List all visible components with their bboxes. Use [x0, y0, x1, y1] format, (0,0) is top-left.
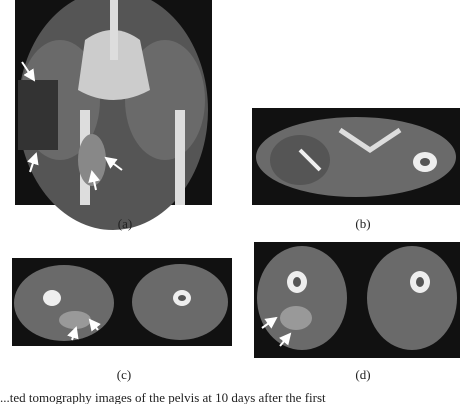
panel-b-image — [252, 108, 460, 205]
panel-d-image — [254, 242, 460, 358]
panel-c-image — [12, 258, 232, 346]
panel-label: (c) — [117, 367, 131, 382]
panel-label: (d) — [355, 367, 370, 382]
panel-a-image — [15, 0, 212, 230]
panel-label: (b) — [355, 216, 370, 231]
panel-label: (a) — [118, 216, 132, 231]
caption: ...ted tomography images of the pelvis a… — [0, 390, 326, 404]
